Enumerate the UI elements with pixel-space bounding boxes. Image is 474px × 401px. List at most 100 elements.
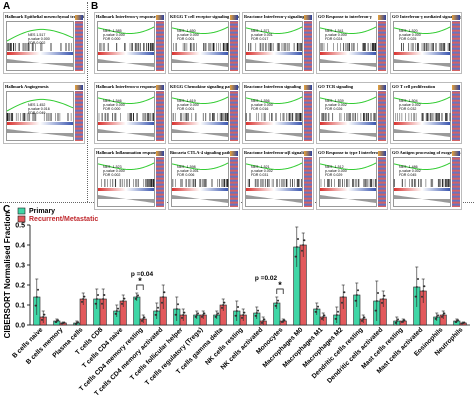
gsea-heatmap-legend — [75, 15, 83, 20]
gsea-tile-title: Hallmark Epithelial mesenchymal transiti… — [5, 14, 85, 19]
data-point — [203, 312, 206, 315]
data-point — [457, 319, 459, 322]
data-point — [243, 311, 246, 314]
gsea-tile-title: Reactome Interferon-α/β signaling — [244, 150, 309, 155]
gsea-heatmap-legend — [156, 151, 164, 156]
data-point — [81, 300, 83, 303]
data-point — [377, 292, 379, 294]
data-point — [257, 309, 259, 312]
gsea-enrichment-plot — [393, 157, 451, 207]
data-point — [335, 314, 338, 316]
data-point — [137, 294, 139, 297]
data-point — [443, 312, 446, 315]
gsea-heatmap-legend — [452, 85, 460, 90]
y-tick-label: 0.2 — [15, 283, 25, 290]
data-point — [217, 312, 219, 315]
significance-bracket — [136, 284, 144, 290]
data-point — [202, 314, 205, 316]
y-axis-title: CIBERSORT Normalised Fraction — [3, 212, 12, 339]
gsea-heatmap — [156, 91, 164, 141]
data-point — [97, 294, 99, 296]
data-point — [323, 314, 326, 317]
gsea-enrichment-plot — [6, 21, 74, 71]
data-point — [237, 306, 239, 308]
gsea-enrichment-plot — [171, 91, 229, 141]
data-point — [434, 317, 437, 320]
data-point — [114, 312, 117, 315]
gsea-tile-title: GO Antigen processing of exogenous pepti… — [392, 150, 461, 155]
gsea-heatmap — [156, 157, 164, 207]
data-point — [162, 296, 165, 298]
gsea-enrichment-plot — [319, 91, 377, 141]
y-tick-label: 0.4 — [15, 243, 25, 250]
data-point — [297, 238, 299, 240]
data-point — [343, 291, 346, 294]
gsea-tile-stats: NES -1.520 p-value 0.000 FDR 0.025 — [399, 29, 421, 41]
data-point — [435, 316, 438, 318]
data-point — [101, 302, 103, 305]
gsea-tile-b-4: GO Response to interferon-γ NES -1.541 p-v… — [316, 12, 388, 74]
data-point — [83, 295, 86, 298]
data-point — [43, 313, 46, 316]
data-point — [314, 310, 317, 313]
data-point — [241, 316, 243, 319]
data-point — [63, 321, 66, 324]
gsea-heatmap-legend — [230, 151, 238, 156]
gsea-tile-stats: NES -1.541 p-value 0.000 FDR 0.024 — [325, 29, 347, 41]
gsea-tile-title: GO T cell proliferation — [392, 84, 436, 89]
data-point — [334, 317, 337, 320]
gsea-tile-title: Hallmark Interferon-α response — [96, 84, 157, 89]
data-point — [415, 286, 418, 288]
data-point — [337, 310, 339, 313]
legend-swatch-recurrent — [17, 215, 26, 223]
gsea-heatmap — [452, 157, 460, 207]
gsea-tile-b-14: GO Response to type I interferon NES -1.5… — [316, 148, 388, 210]
gsea-tile-stats: NES 1.452 p-value 0.016 FDR 0.049 — [28, 103, 50, 115]
gsea-tile-stats: NES -1.539 p-value 0.002 FDR 0.026 — [325, 99, 347, 111]
data-point — [362, 318, 365, 320]
panel-separator-vertical — [87, 2, 88, 202]
gsea-heatmap-legend — [75, 85, 83, 90]
gsea-enrichment-plot — [97, 157, 155, 207]
gsea-heatmap-legend — [452, 151, 460, 156]
gsea-enrichment-plot — [245, 157, 303, 207]
gsea-heatmap-legend — [378, 85, 386, 90]
data-point — [94, 302, 97, 305]
gsea-tile-b-15: GO Antigen processing of exogenous pepti… — [390, 148, 462, 210]
gsea-heatmap-legend — [156, 85, 164, 90]
gsea-tile-stats: NES -1.504 p-value 0.002 FDR 0.032 — [399, 99, 421, 111]
data-point — [221, 306, 223, 309]
gsea-heatmap-legend — [304, 15, 312, 20]
data-point — [301, 249, 303, 252]
gsea-tile-b-7: KEGG Chemokine signaling pathway NES -1.6… — [168, 82, 240, 144]
gsea-enrichment-plot — [319, 157, 377, 207]
gsea-heatmap-legend — [230, 85, 238, 90]
gsea-enrichment-plot — [245, 91, 303, 141]
data-point — [263, 318, 266, 321]
gsea-heatmap-legend — [452, 15, 460, 20]
data-point — [197, 312, 199, 315]
gsea-heatmap — [230, 21, 238, 71]
data-point — [77, 321, 79, 324]
data-point — [295, 246, 298, 248]
data-point — [303, 239, 306, 242]
data-point — [421, 295, 423, 298]
data-point — [395, 320, 398, 322]
data-point — [403, 319, 406, 322]
data-point — [157, 306, 159, 309]
gsea-tile-title: Hallmark Interferon-γ response — [96, 14, 156, 19]
gsea-tile-title: KEGG Chemokine signaling pathway — [170, 84, 240, 89]
p-value-label: p =0.04 — [131, 271, 154, 278]
data-point — [294, 255, 297, 258]
data-point — [154, 313, 157, 316]
gsea-enrichment-plot — [245, 21, 303, 71]
data-point — [375, 300, 378, 302]
data-point — [274, 304, 277, 307]
cibersort-bar-chart: CIBERSORT Normalised Fraction 0.0 0.1 0.2 0.… — [3, 207, 470, 397]
data-point — [195, 314, 198, 316]
data-point — [122, 300, 125, 302]
gsea-heatmap — [75, 21, 83, 71]
data-point — [383, 294, 386, 297]
data-point — [181, 316, 183, 319]
data-point — [417, 278, 419, 280]
